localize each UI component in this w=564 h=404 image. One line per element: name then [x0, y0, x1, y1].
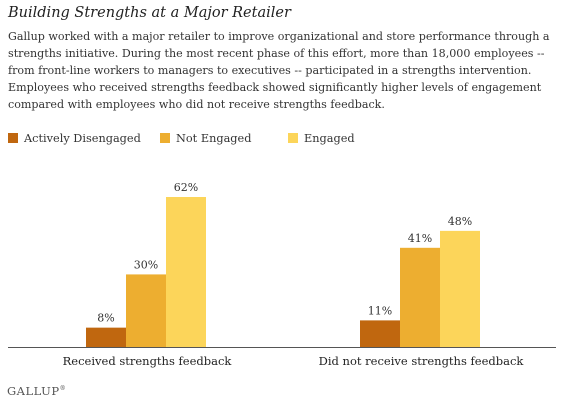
legend-swatch-actively-disengaged: [8, 133, 18, 143]
chart-description: Gallup worked with a major retailer to i…: [8, 30, 550, 111]
legend-swatch-not-engaged: [160, 133, 170, 143]
registered-mark: ®: [59, 385, 67, 393]
category-label-not-received: Did not receive strengths feedback: [319, 354, 525, 368]
bar-value-label: 41%: [408, 232, 432, 245]
bar-value-label: 48%: [448, 215, 472, 228]
bar-engaged-received: [166, 197, 206, 347]
gallup-logo-text: GALLUP: [7, 384, 60, 398]
legend-label-engaged: Engaged: [304, 132, 355, 145]
bar-not-engaged-received: [126, 274, 166, 347]
gallup-logo: GALLUP®: [7, 384, 66, 398]
category-label-received: Received strengths feedback: [63, 354, 233, 368]
bar-not-engaged-not-received: [400, 247, 440, 347]
legend-swatch-engaged: [288, 133, 298, 143]
bar-value-label: 30%: [134, 258, 158, 271]
bar-engaged-not-received: [440, 230, 480, 347]
bar-value-label: 62%: [174, 181, 198, 194]
bar-actively-disengaged-not-received: [360, 320, 400, 347]
legend-label-actively-disengaged: Actively Disengaged: [24, 132, 141, 145]
bar-value-label: 8%: [97, 312, 114, 325]
bar-actively-disengaged-received: [86, 327, 126, 347]
legend-label-not-engaged: Not Engaged: [176, 132, 252, 145]
bar-value-label: 11%: [368, 304, 392, 317]
chart-title: Building Strengths at a Major Retailer: [8, 5, 291, 21]
